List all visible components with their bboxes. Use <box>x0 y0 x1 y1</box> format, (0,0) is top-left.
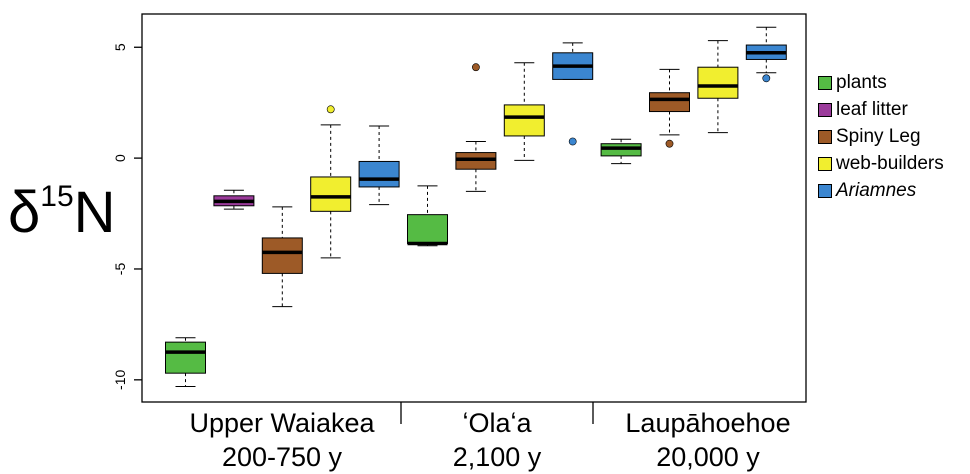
box-body <box>503 104 545 137</box>
box-plants <box>600 138 642 165</box>
group-label-upper-waiakea: Upper Waiakea 200-750 y <box>189 408 375 472</box>
legend-label: plants <box>836 71 887 93</box>
box-web-builders <box>697 40 739 134</box>
box-body <box>310 176 352 212</box>
box-body <box>165 341 206 374</box>
box-body <box>261 237 303 274</box>
box-spiny-leg <box>261 206 303 308</box>
box-body <box>407 214 448 244</box>
y-tick-label: -10 <box>112 369 128 389</box>
box-plants <box>165 337 206 387</box>
legend-label: Spiny Leg <box>836 125 921 147</box>
legend-swatch <box>818 183 832 198</box>
legend-item-leaf-litter: leaf litter <box>818 96 944 123</box>
legend-swatch <box>818 129 832 144</box>
box-ariamnes <box>552 42 594 146</box>
plot-frame <box>141 13 807 403</box>
legend-swatch <box>818 75 832 90</box>
y-tick-label: -5 <box>112 263 128 276</box>
box-web-builders <box>503 62 545 161</box>
box-body <box>697 66 739 99</box>
outlier-point <box>762 74 771 83</box>
box-spiny-leg <box>649 68 690 148</box>
outlier-point <box>326 105 335 114</box>
box-spiny-leg <box>455 63 497 192</box>
legend-swatch <box>818 156 832 171</box>
legend-label: leaf litter <box>836 98 908 120</box>
legend-label: Ariamnes <box>836 179 917 201</box>
box-ariamnes <box>358 125 400 206</box>
legend-label: web-builders <box>836 152 944 174</box>
y-tick-label: 5 <box>112 43 128 51</box>
y-axis-label: δ15N <box>8 180 116 245</box>
box-leaf-litter <box>213 189 255 210</box>
box-body <box>649 92 690 113</box>
legend-item-plants: plants <box>818 69 944 96</box>
box-body <box>358 160 400 188</box>
box-plants <box>407 185 448 247</box>
group-label-laupahoehoe: Laupāhoehoe 20,000 y <box>625 408 791 472</box>
outlier-point <box>471 63 480 72</box>
legend: plants leaf litter Spiny Leg web-builders Ar… <box>818 69 944 204</box>
outlier-point <box>665 139 674 148</box>
box-web-builders <box>310 105 352 259</box>
box-ariamnes <box>745 26 787 83</box>
legend-item-ariamnes: Ariamnes <box>818 177 944 204</box>
legend-item-spiny-leg: Spiny Leg <box>818 123 944 150</box>
outlier-point <box>568 137 577 146</box>
group-label-olaa: ʻOlaʻa 2,100 y <box>452 408 542 472</box>
legend-swatch <box>818 102 832 117</box>
legend-item-web-builders: web-builders <box>818 150 944 177</box>
y-tick-label: 0 <box>112 154 128 162</box>
